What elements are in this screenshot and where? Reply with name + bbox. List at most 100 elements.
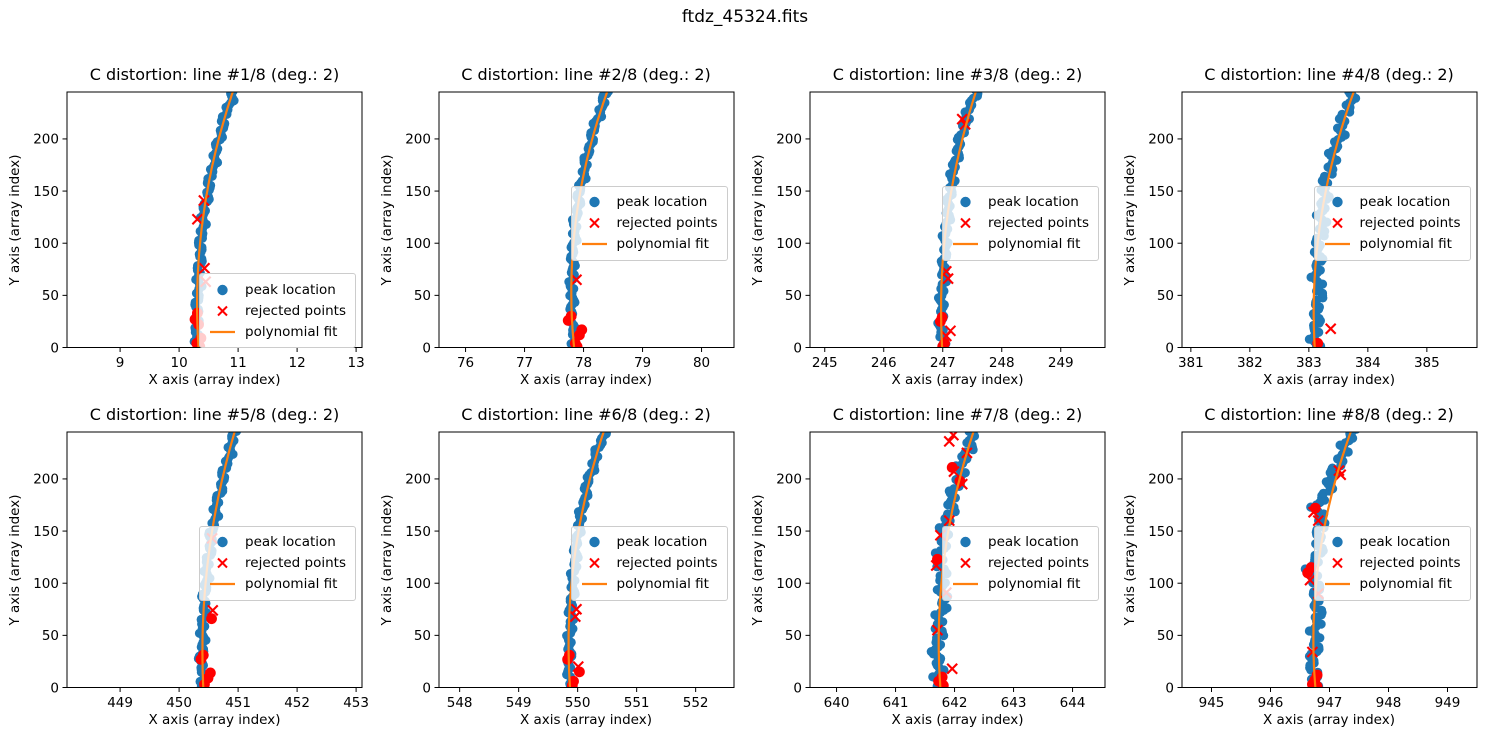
legend-label: polynomial fit (1359, 236, 1452, 252)
svg-text:0: 0 (422, 340, 431, 356)
svg-text:150: 150 (405, 183, 431, 199)
svg-text:50: 50 (413, 628, 430, 644)
legend-label: rejected points (1359, 555, 1461, 571)
legend-entry: polynomial fit (209, 574, 346, 595)
legend-entry: peak location (1324, 192, 1461, 213)
peak-marker-icon (960, 536, 971, 548)
legend-entry: rejected points (209, 553, 346, 574)
svg-text:200: 200 (33, 131, 59, 147)
svg-text:100: 100 (33, 576, 59, 592)
legend-entry: rejected points (581, 553, 718, 574)
subplot-4: C distortion: line #4/8 (deg.: 2) 381 382… (1121, 62, 1490, 402)
fit-line (196, 91, 234, 347)
svg-text:200: 200 (776, 471, 802, 487)
svg-text:0: 0 (793, 680, 802, 696)
svg-text:79: 79 (633, 355, 650, 371)
svg-text:946: 946 (1257, 695, 1283, 711)
legend-label: polynomial fit (245, 323, 338, 340)
svg-text:949: 949 (1434, 695, 1460, 711)
legend-entry: peak location (952, 192, 1089, 213)
subplot-7: C distortion: line #7/8 (deg.: 2) 640 641… (750, 402, 1125, 740)
legend-label: polynomial fit (616, 576, 709, 592)
fit-line-icon (581, 242, 607, 246)
svg-text:11: 11 (230, 355, 247, 371)
svg-text:552: 552 (682, 695, 708, 711)
legend-entry: peak location (1324, 532, 1461, 553)
svg-text:382: 382 (1236, 355, 1262, 371)
ticks (805, 137, 1062, 352)
figure-suptitle: ftdz_45324.fits (681, 7, 809, 27)
fit-line-icon (1324, 242, 1350, 246)
legend: peak location rejected points polynomial… (1313, 185, 1471, 261)
svg-text:100: 100 (776, 576, 802, 592)
rejected-marker-icon (960, 217, 971, 229)
legend-label: peak location (1359, 194, 1451, 210)
svg-text:150: 150 (1148, 523, 1174, 539)
ticks (434, 477, 696, 692)
legend-label: peak location (988, 534, 1079, 550)
svg-text:0: 0 (50, 680, 59, 696)
legend: peak location rejected points polynomial… (199, 525, 356, 601)
legend-entry: rejected points (1324, 553, 1461, 574)
x-axis-label: X axis (array index) (148, 371, 281, 388)
legend: peak location rejected points polynomial… (942, 525, 1099, 601)
fit-line-icon (210, 582, 236, 586)
legend-label: rejected points (1359, 215, 1461, 231)
svg-text:80: 80 (692, 355, 709, 371)
svg-text:100: 100 (1148, 576, 1174, 592)
svg-text:50: 50 (1156, 628, 1173, 644)
x-axis-label: X axis (array index) (148, 711, 281, 728)
svg-text:642: 642 (942, 695, 968, 711)
svg-text:248: 248 (989, 355, 1015, 371)
svg-text:200: 200 (405, 131, 431, 147)
subplot-title: C distortion: line #4/8 (deg.: 2) (1204, 64, 1454, 84)
svg-text:100: 100 (405, 576, 431, 592)
rejected-marker-icon (1331, 557, 1343, 569)
svg-text:13: 13 (348, 355, 365, 371)
fit-line-icon (1324, 582, 1350, 586)
svg-text:100: 100 (405, 236, 431, 252)
svg-text:948: 948 (1375, 695, 1401, 711)
y-axis-label: Y axis (array index) (7, 493, 23, 626)
svg-text:10: 10 (171, 355, 188, 371)
y-axis-label: Y axis (array index) (1121, 153, 1138, 286)
svg-text:381: 381 (1177, 355, 1203, 371)
legend-entry: peak location (952, 532, 1089, 553)
svg-text:0: 0 (422, 680, 431, 696)
ticks (1177, 137, 1427, 352)
legend-entry: peak location (581, 532, 718, 553)
legend: peak location rejected points polynomial… (570, 185, 728, 261)
subplot-2: C distortion: line #2/8 (deg.: 2) 76 77 78… (378, 62, 754, 402)
svg-text:644: 644 (1060, 695, 1086, 711)
axes-frame (438, 91, 734, 348)
peak-marker-icon (960, 196, 971, 208)
svg-text:549: 549 (505, 695, 531, 711)
peak-marker-icon (1331, 536, 1343, 548)
peak-marker-icon (217, 536, 228, 548)
ticks (434, 137, 702, 352)
legend: peak location rejected points polynomial… (942, 185, 1099, 261)
svg-text:641: 641 (883, 695, 909, 711)
rejected-marker-icon (960, 557, 971, 569)
legend-entry: polynomial fit (581, 574, 718, 595)
svg-text:50: 50 (42, 628, 59, 644)
subplot-title: C distortion: line #5/8 (deg.: 2) (89, 404, 340, 424)
subplot-title: C distortion: line #8/8 (deg.: 2) (1204, 404, 1454, 424)
legend: peak location rejected points polynomial… (199, 273, 356, 348)
svg-text:384: 384 (1354, 355, 1380, 371)
y-axis-label: Y axis (array index) (378, 153, 395, 286)
subplot-title: C distortion: line #6/8 (deg.: 2) (461, 404, 711, 424)
svg-text:9: 9 (116, 355, 125, 371)
rejected-marker-icon (588, 217, 600, 229)
svg-text:453: 453 (343, 695, 369, 711)
svg-text:200: 200 (33, 471, 59, 487)
svg-text:100: 100 (776, 236, 802, 252)
fit-line-icon (210, 330, 236, 333)
svg-text:50: 50 (413, 288, 430, 304)
axes-frame (66, 431, 363, 688)
legend-label: polynomial fit (988, 576, 1081, 592)
legend-label: rejected points (616, 555, 718, 571)
legend-label: rejected points (616, 215, 718, 231)
svg-text:100: 100 (33, 236, 59, 252)
svg-text:50: 50 (785, 628, 802, 644)
